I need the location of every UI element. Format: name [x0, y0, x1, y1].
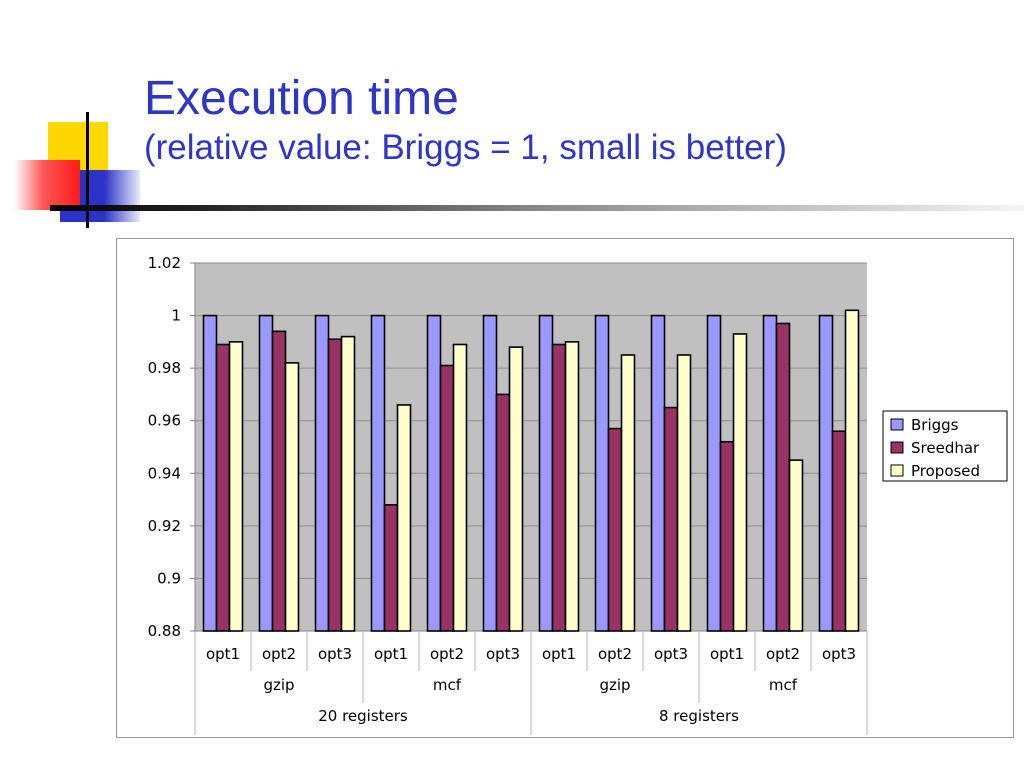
- bar-briggs-0: [202, 314, 218, 632]
- bar-sreedhar-4: [439, 364, 455, 632]
- slide-subtitle: (relative value: Briggs = 1, small is be…: [144, 128, 787, 167]
- bar-proposed-6: [564, 341, 580, 632]
- bar-briggs-8: [650, 314, 666, 632]
- bar-briggs-4: [426, 314, 442, 632]
- legend-box: [882, 410, 1008, 482]
- bar-briggs-2: [314, 314, 330, 632]
- bar-proposed-10: [788, 459, 804, 632]
- bar-sreedhar-1: [271, 330, 287, 632]
- bar-sreedhar-6: [551, 343, 567, 632]
- legend-label-proposed: Proposed: [911, 462, 980, 480]
- y-tick-label: 0.96: [148, 412, 181, 430]
- category-label: opt2: [598, 645, 632, 663]
- bar-sreedhar-11: [831, 430, 847, 632]
- category-label: opt3: [318, 645, 352, 663]
- bar-briggs-1: [258, 314, 274, 632]
- benchmark-group-label: mcf: [433, 676, 462, 694]
- bar-proposed-3: [396, 404, 412, 632]
- bar-sreedhar-9: [719, 440, 735, 632]
- y-tick-label: 0.98: [148, 359, 181, 377]
- bar-chart: 0.88 0.9 0.92 0.94 0.96 0.98 1 1.02 opt1 opt2 opt3…: [148, 254, 1008, 735]
- benchmark-group-label: gzip: [263, 676, 294, 694]
- bar-proposed-8: [676, 354, 692, 632]
- title-block: Execution time (relative value: Briggs =…: [144, 72, 787, 170]
- category-label: opt1: [374, 645, 408, 663]
- legend-swatch-proposed: [890, 464, 904, 477]
- chart-frame: 0.88 0.9 0.92 0.94 0.96 0.98 1 1.02 opt1 opt2 opt3…: [116, 238, 1014, 738]
- bar-briggs-10: [762, 314, 778, 632]
- y-tick-label: 1: [171, 307, 181, 325]
- slide-title: Execution time: [144, 72, 459, 125]
- bar-proposed-5: [508, 346, 524, 632]
- legend-label-sreedhar: Sreedhar: [911, 439, 980, 457]
- plot-area: [195, 263, 867, 631]
- bar-proposed-4: [452, 343, 468, 632]
- bar-sreedhar-8: [663, 406, 679, 632]
- y-tick-label: 1.02: [148, 254, 181, 272]
- bar-briggs-9: [706, 314, 722, 632]
- legend-swatch-briggs: [890, 418, 904, 431]
- bar-proposed-1: [284, 362, 300, 632]
- category-label: opt2: [766, 645, 800, 663]
- register-group-label: 20 registers: [318, 707, 408, 725]
- deco-vertical-line: [86, 112, 89, 228]
- bar-briggs-5: [482, 314, 498, 632]
- deco-red-square: [14, 160, 80, 210]
- bar-proposed-7: [620, 354, 636, 632]
- category-label: opt1: [206, 645, 240, 663]
- y-tick-label: 0.88: [148, 622, 181, 640]
- bar-sreedhar-7: [607, 427, 623, 632]
- bar-proposed-9: [732, 333, 748, 632]
- category-label: opt2: [430, 645, 464, 663]
- y-tick-label: 0.9: [157, 569, 181, 587]
- register-group-label: 8 registers: [659, 707, 739, 725]
- category-label: opt3: [654, 645, 688, 663]
- bar-proposed-0: [228, 341, 244, 632]
- bar-sreedhar-5: [495, 393, 511, 632]
- bar-proposed-2: [340, 335, 356, 632]
- benchmark-group-label: mcf: [769, 676, 798, 694]
- category-label: opt2: [262, 645, 296, 663]
- bar-sreedhar-2: [327, 338, 343, 632]
- category-label: opt1: [710, 645, 744, 663]
- benchmark-group-label: gzip: [599, 676, 630, 694]
- bar-sreedhar-0: [215, 343, 231, 632]
- category-label: opt1: [542, 645, 576, 663]
- y-tick-label: 0.94: [148, 464, 181, 482]
- legend-swatch-sreedhar: [890, 441, 904, 454]
- bar-sreedhar-10: [775, 322, 791, 632]
- bar-sreedhar-3: [383, 504, 399, 632]
- bar-briggs-3: [370, 314, 386, 632]
- category-label: opt3: [822, 645, 856, 663]
- bar-proposed-11: [844, 309, 860, 632]
- category-label: opt3: [486, 645, 520, 663]
- bar-briggs-6: [538, 314, 554, 632]
- y-tick-label: 0.92: [148, 517, 181, 535]
- bar-briggs-11: [818, 314, 834, 632]
- legend-label-briggs: Briggs: [911, 416, 959, 434]
- deco-horizontal-rule: [50, 205, 1024, 211]
- bar-briggs-7: [594, 314, 610, 632]
